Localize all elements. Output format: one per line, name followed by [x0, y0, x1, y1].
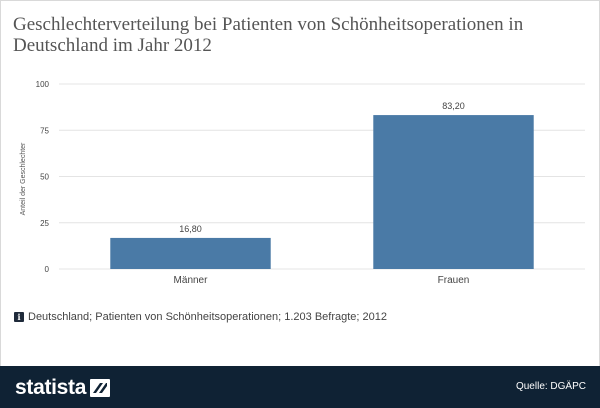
bar[interactable] [110, 237, 271, 269]
bar-value-label: 83,20 [442, 101, 465, 111]
y-tick-label: 100 [36, 80, 50, 89]
y-tick-label: 0 [45, 265, 50, 274]
x-category-label: Männer [174, 275, 209, 286]
y-tick-label: 75 [40, 126, 49, 135]
y-axis-label: Anteil der Geschlechter [20, 142, 27, 215]
x-category-label: Frauen [438, 275, 470, 286]
y-tick-label: 50 [40, 173, 49, 182]
bar[interactable] [373, 115, 534, 269]
bar-chart: 0 25 50 75 100 Anteil der Geschlechter 16,80… [20, 80, 585, 286]
chart-title: Geschlechterverteilung bei Patienten von… [13, 14, 524, 56]
source-note-text: Deutschland; Patienten von Schönheitsope… [28, 311, 387, 323]
info-icon[interactable]: i [14, 312, 24, 322]
source-note: i Deutschland; Patienten von Schönheitso… [14, 310, 387, 324]
statista-logo-text: statista [15, 376, 87, 399]
source-credit: Quelle: DGÄPC [515, 381, 586, 392]
bar-value-label: 16,80 [179, 224, 202, 234]
y-tick-label: 25 [40, 219, 49, 228]
footer-bar: statista Quelle: DGÄPC [0, 366, 600, 408]
statista-logo[interactable]: statista [15, 376, 111, 400]
statista-logo-icon [90, 379, 111, 397]
